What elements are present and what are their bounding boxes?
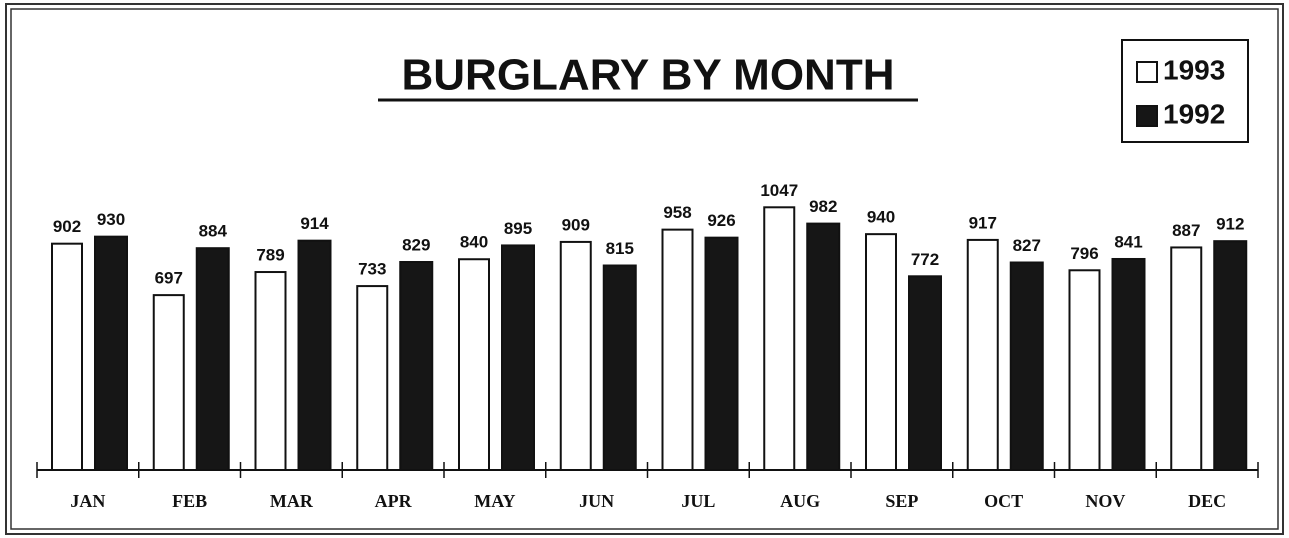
x-tick-label: MAY <box>474 491 515 511</box>
bar <box>1111 257 1146 471</box>
bar <box>399 260 434 471</box>
bar <box>501 244 535 471</box>
x-tick-label: MAR <box>270 491 314 511</box>
x-tick-label: JAN <box>70 491 105 511</box>
value-label: 884 <box>199 222 228 241</box>
bar <box>254 271 287 471</box>
legend-swatch <box>1136 61 1158 83</box>
value-label: 789 <box>256 246 284 265</box>
bar <box>559 240 592 471</box>
x-tick-label: APR <box>375 491 413 511</box>
value-label: 815 <box>606 239 634 258</box>
value-label: 796 <box>1070 244 1098 263</box>
bar <box>1213 240 1248 471</box>
value-label: 887 <box>1172 221 1200 240</box>
bar <box>602 264 637 471</box>
value-label: 895 <box>504 219 532 238</box>
bar <box>458 258 490 471</box>
bar <box>1009 261 1044 471</box>
value-label: 917 <box>969 213 997 232</box>
bar <box>966 238 999 471</box>
value-label: 1047 <box>760 181 798 200</box>
bar <box>152 294 185 471</box>
outer-frame <box>5 3 1284 535</box>
value-label: 930 <box>97 210 125 229</box>
x-tick-label: SEP <box>885 491 918 511</box>
legend-label: 1993 <box>1163 54 1225 85</box>
value-label: 958 <box>663 203 691 222</box>
x-tick-label: FEB <box>172 491 207 511</box>
x-tick-label: JUL <box>681 491 715 511</box>
bar <box>1170 246 1203 471</box>
value-label: 829 <box>402 235 430 254</box>
value-label: 909 <box>562 215 590 234</box>
value-label: 733 <box>358 260 386 279</box>
x-tick-label: DEC <box>1188 491 1226 511</box>
value-label: 926 <box>707 211 735 230</box>
bar <box>865 233 897 471</box>
bar <box>661 228 694 471</box>
x-tick-label: JUN <box>579 491 614 511</box>
bar <box>806 222 841 471</box>
bar <box>356 285 389 472</box>
bar <box>297 239 332 471</box>
bar <box>704 236 739 471</box>
bar <box>51 242 83 471</box>
x-tick-label: NOV <box>1085 491 1125 511</box>
bar <box>94 235 128 471</box>
value-label: 827 <box>1013 236 1041 255</box>
value-label: 902 <box>53 217 81 236</box>
value-label: 697 <box>155 269 183 288</box>
x-tick-label: OCT <box>984 491 1023 511</box>
inner-frame <box>10 8 1279 530</box>
value-label: 841 <box>1114 232 1142 251</box>
value-label: 772 <box>911 250 939 269</box>
x-tick-label: AUG <box>780 491 820 511</box>
value-label: 940 <box>867 208 895 227</box>
bar <box>908 275 942 471</box>
legend-swatch <box>1136 105 1158 127</box>
legend: 1993 1992 <box>1136 54 1225 129</box>
bar <box>763 206 796 471</box>
bar <box>1068 269 1101 471</box>
value-label: 914 <box>300 214 329 233</box>
value-label: 840 <box>460 233 488 252</box>
bar <box>195 247 230 471</box>
value-label: 982 <box>809 197 837 216</box>
legend-label: 1992 <box>1163 98 1225 129</box>
chart-title: BURGLARY BY MONTH <box>402 51 895 100</box>
value-label: 912 <box>1216 215 1244 234</box>
